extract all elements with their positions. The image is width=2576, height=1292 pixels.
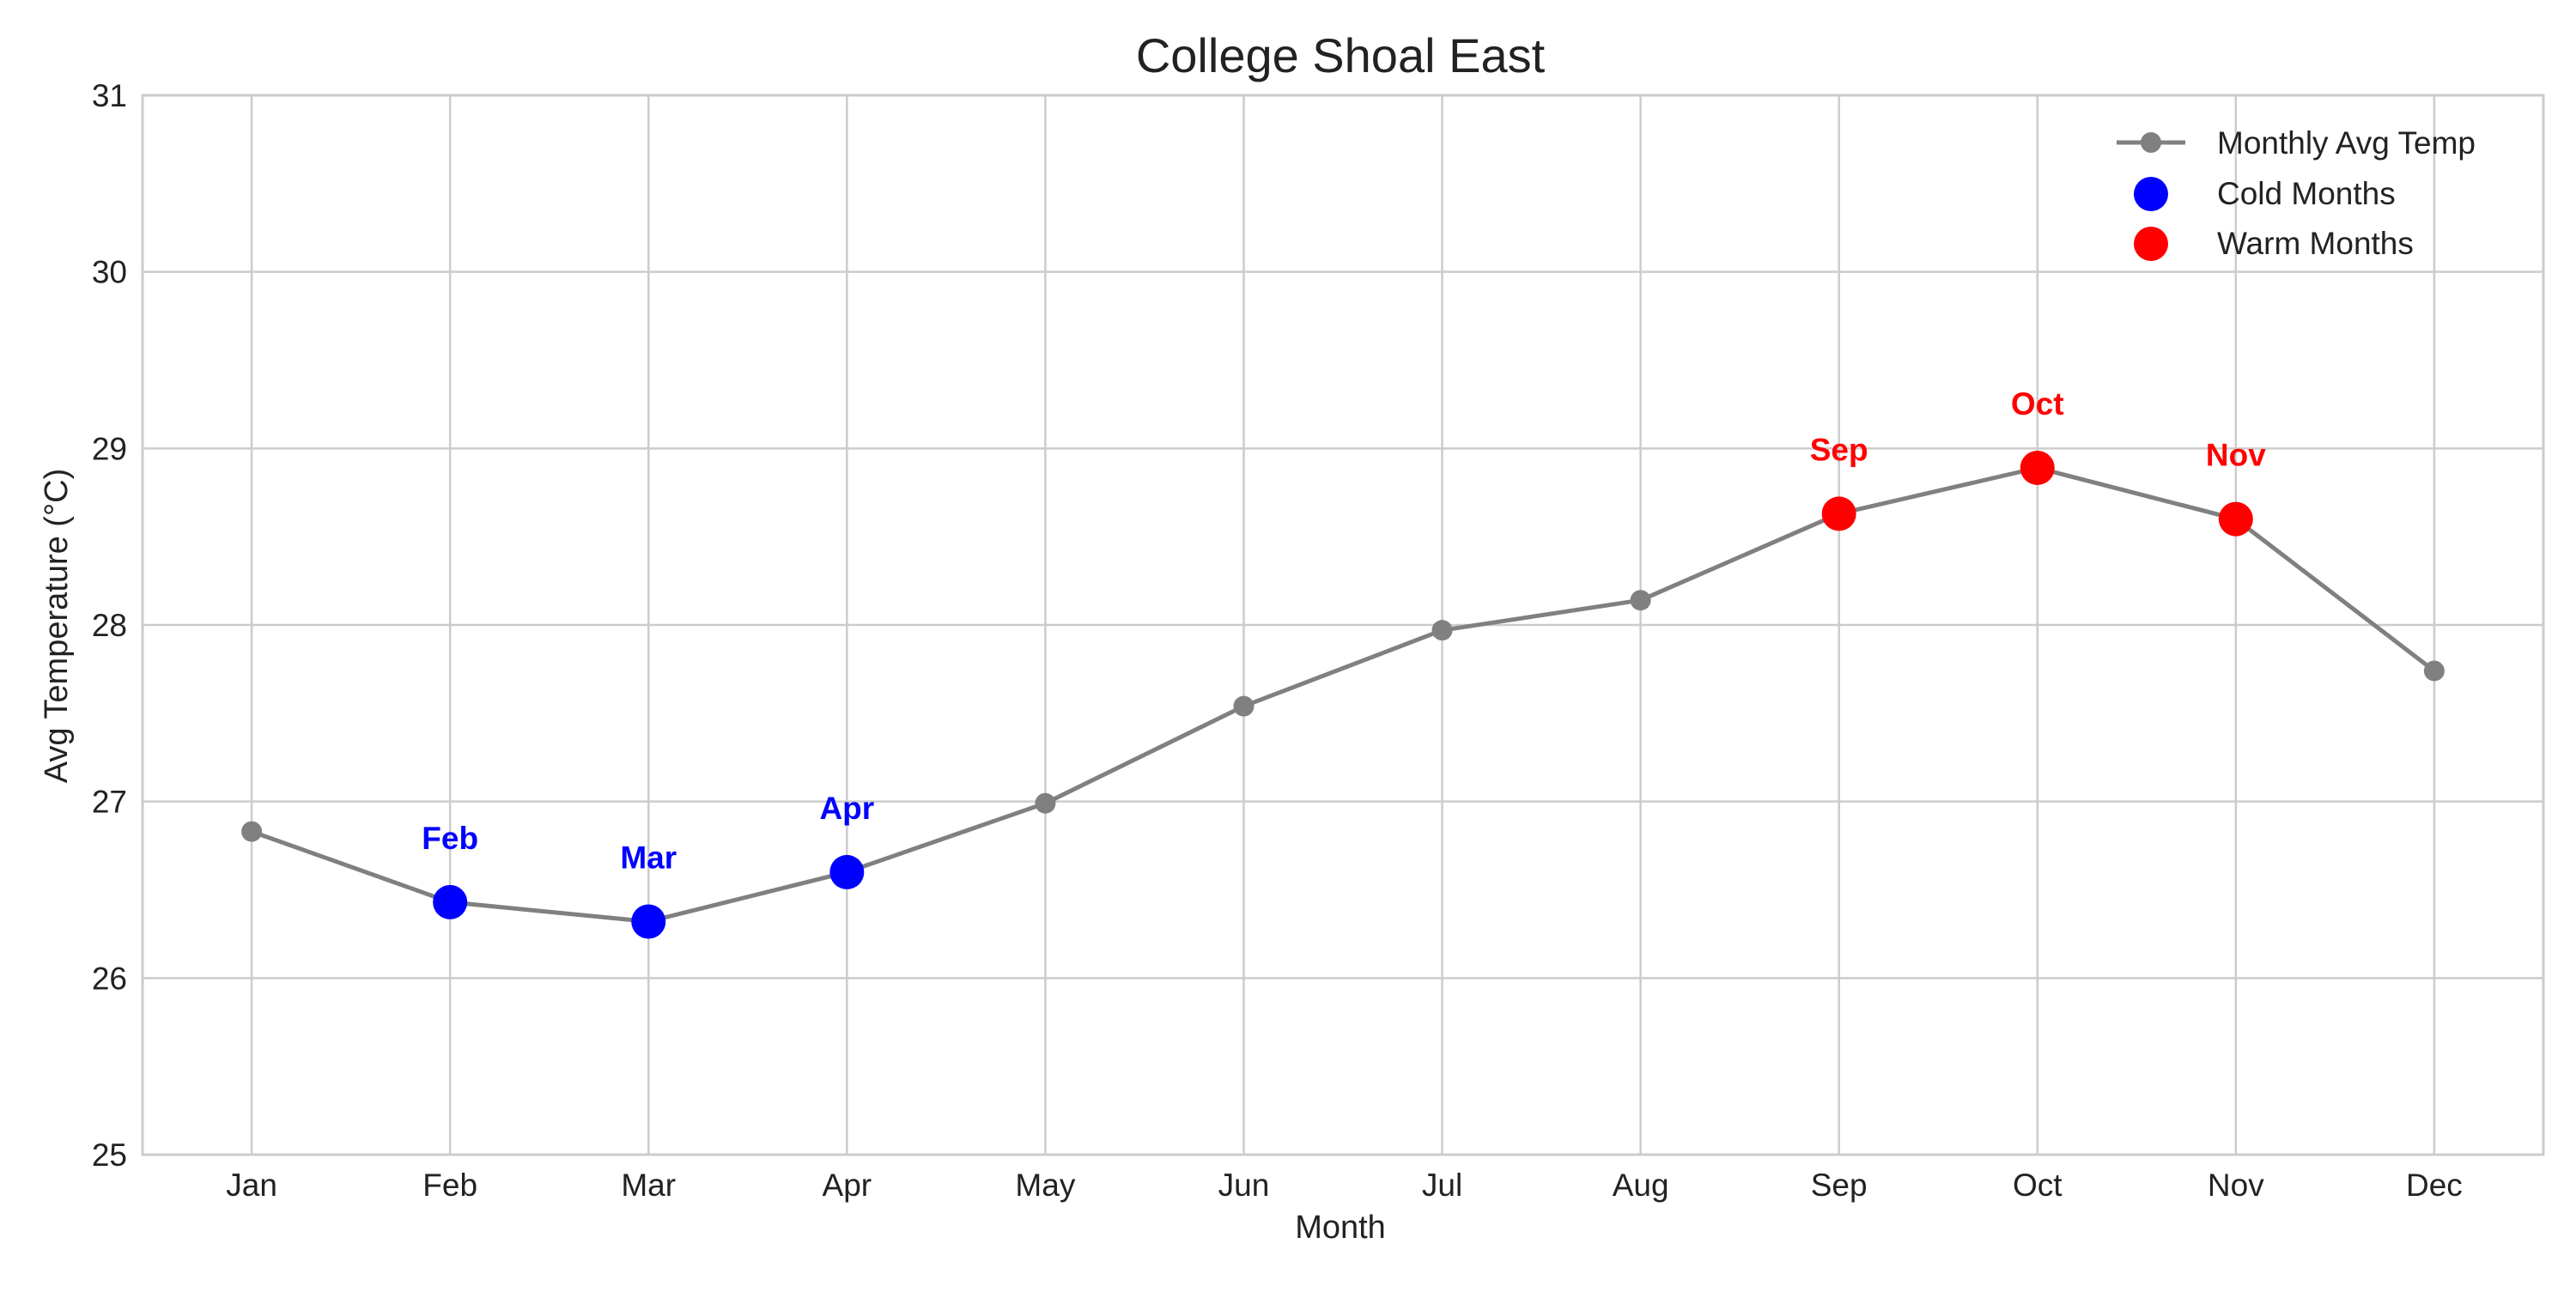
data-point-may	[1035, 792, 1056, 814]
y-tick-label: 31	[92, 78, 127, 113]
legend-marker-swatch	[2141, 132, 2161, 153]
y-tick-labels: 25 26 27 28 29 30 31	[92, 78, 127, 1173]
y-tick-label: 27	[92, 785, 127, 820]
x-tick-label: Nov	[2208, 1168, 2264, 1203]
plot-frame	[141, 94, 2545, 1156]
highlight-marker-feb	[433, 884, 468, 919]
x-tick-label: Dec	[2406, 1168, 2463, 1203]
chart-title: College Shoal East	[1136, 28, 1546, 82]
x-tick-label: Apr	[823, 1168, 872, 1203]
highlight-marker-sep	[1821, 496, 1856, 531]
legend-swatch-warm-months	[2134, 227, 2168, 261]
annotation-layer: Feb Mar Apr Sep Oct Nov	[422, 386, 2266, 876]
x-tick-label: Oct	[2013, 1168, 2063, 1203]
legend-label-warm-months: Warm Months	[2217, 226, 2414, 261]
y-tick-label: 26	[92, 961, 127, 996]
y-tick-label: 28	[92, 608, 127, 643]
data-point-dec	[2423, 660, 2445, 682]
data-point-aug	[1630, 590, 1651, 611]
x-tick-label: Aug	[1613, 1168, 1669, 1203]
x-axis-label: Month	[1295, 1210, 1386, 1246]
legend-swatch-cold-months	[2134, 177, 2168, 211]
x-tick-label: Sep	[1811, 1168, 1868, 1203]
y-tick-label: 25	[92, 1137, 127, 1173]
highlight-layer	[433, 450, 2253, 939]
annotation-label-apr: Apr	[819, 791, 874, 826]
highlight-marker-apr	[829, 854, 865, 889]
x-tick-label: Jul	[1422, 1168, 1462, 1203]
x-tick-label: May	[1015, 1168, 1075, 1203]
annotation-label-oct: Oct	[2011, 386, 2064, 422]
annotation-label-feb: Feb	[422, 821, 478, 856]
x-tick-labels: Jan Feb Mar Apr May Jun Jul Aug Sep Oct Nov Dec	[226, 1168, 2463, 1203]
x-tick-label: Jun	[1218, 1168, 1270, 1203]
x-tick-label: Mar	[621, 1168, 676, 1203]
x-tick-label: Feb	[422, 1168, 477, 1203]
data-point-jun	[1233, 695, 1255, 717]
series-line-monthly-avg-temp	[251, 465, 2436, 924]
x-tick-label: Jan	[226, 1168, 277, 1203]
highlight-marker-nov	[2218, 501, 2253, 537]
annotation-label-mar: Mar	[620, 840, 677, 876]
highlight-marker-mar	[631, 904, 666, 939]
legend: Monthly Avg Temp Cold Months Warm Months	[2117, 125, 2476, 261]
data-point-jul	[1431, 620, 1453, 641]
data-point-jan	[241, 821, 263, 842]
y-tick-label: 30	[92, 255, 127, 290]
annotation-label-sep: Sep	[1810, 432, 1868, 467]
highlight-marker-oct	[2020, 450, 2055, 485]
legend-label-cold-months: Cold Months	[2217, 176, 2396, 211]
annotation-label-nov: Nov	[2206, 438, 2266, 473]
legend-label-monthly-avg-temp: Monthly Avg Temp	[2217, 125, 2476, 161]
y-axis-label: Avg Temperature (°C)	[39, 469, 75, 784]
y-tick-label: 29	[92, 431, 127, 466]
